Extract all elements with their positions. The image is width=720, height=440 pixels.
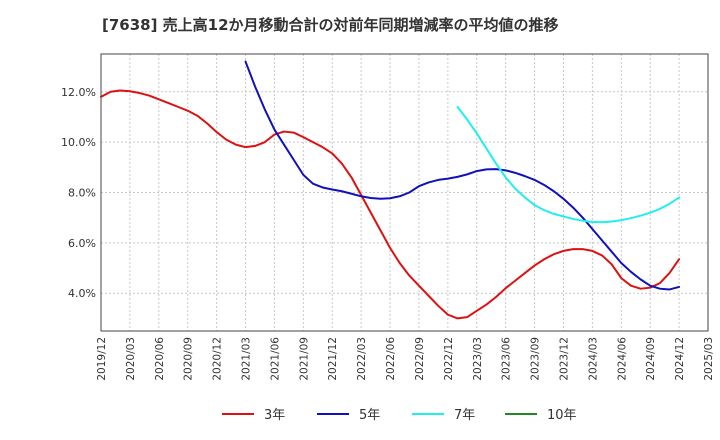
legend-label: 7年 [454,408,475,423]
x-tick-label: 2022/06 [385,337,397,381]
series-layer [100,60,681,320]
chart-title: [7638] 売上高12か月移動合計の対前年同期増減率の平均値の推移 [102,16,559,34]
x-tick-label: 2020/06 [154,337,166,381]
x-tick-label: 2024/09 [645,337,657,381]
x-tick-label: 2020/03 [125,337,137,381]
y-axis-ticks: 4.0% 6.0% 8.0% 10.0% 12.0% [61,86,96,300]
x-axis-ticks: 2019/12 2020/03 2020/06 2020/09 2020/12 2021/… [96,337,715,381]
x-tick-label: 2022/09 [414,337,426,381]
y-tick-label: 6.0% [68,237,96,250]
x-tick-label: 2023/03 [472,337,484,381]
y-tick-label: 8.0% [68,187,96,200]
series-line-5年 [244,60,681,291]
grid-layer [100,54,709,331]
series-line-7年 [456,105,681,224]
x-tick-label: 2025/03 [703,337,715,381]
legend-label: 5年 [359,408,380,423]
x-tick-label: 2024/06 [616,337,628,381]
legend: 3年 5年 7年 10年 [222,408,577,423]
x-tick-label: 2021/09 [298,337,310,381]
x-tick-label: 2024/12 [674,337,686,381]
x-tick-label: 2023/06 [501,337,513,381]
x-tick-label: 2023/09 [530,337,542,381]
y-tick-label: 4.0% [68,287,96,300]
x-tick-label: 2019/12 [96,337,108,381]
legend-label: 10年 [547,408,577,423]
x-tick-label: 2021/06 [269,337,281,381]
y-tick-label: 10.0% [61,136,96,149]
x-tick-label: 2024/03 [587,337,599,381]
x-tick-label: 2023/12 [558,337,570,381]
legend-label: 3年 [264,408,285,423]
x-tick-label: 2021/03 [241,337,253,381]
plot-frame [100,53,709,332]
x-tick-label: 2020/12 [212,337,224,381]
x-tick-label: 2022/12 [443,337,455,381]
x-tick-label: 2022/03 [356,337,368,381]
x-tick-label: 2021/12 [327,337,339,381]
y-tick-label: 12.0% [61,86,96,99]
series-line-3年 [100,89,681,320]
x-tick-label: 2020/09 [183,337,195,381]
